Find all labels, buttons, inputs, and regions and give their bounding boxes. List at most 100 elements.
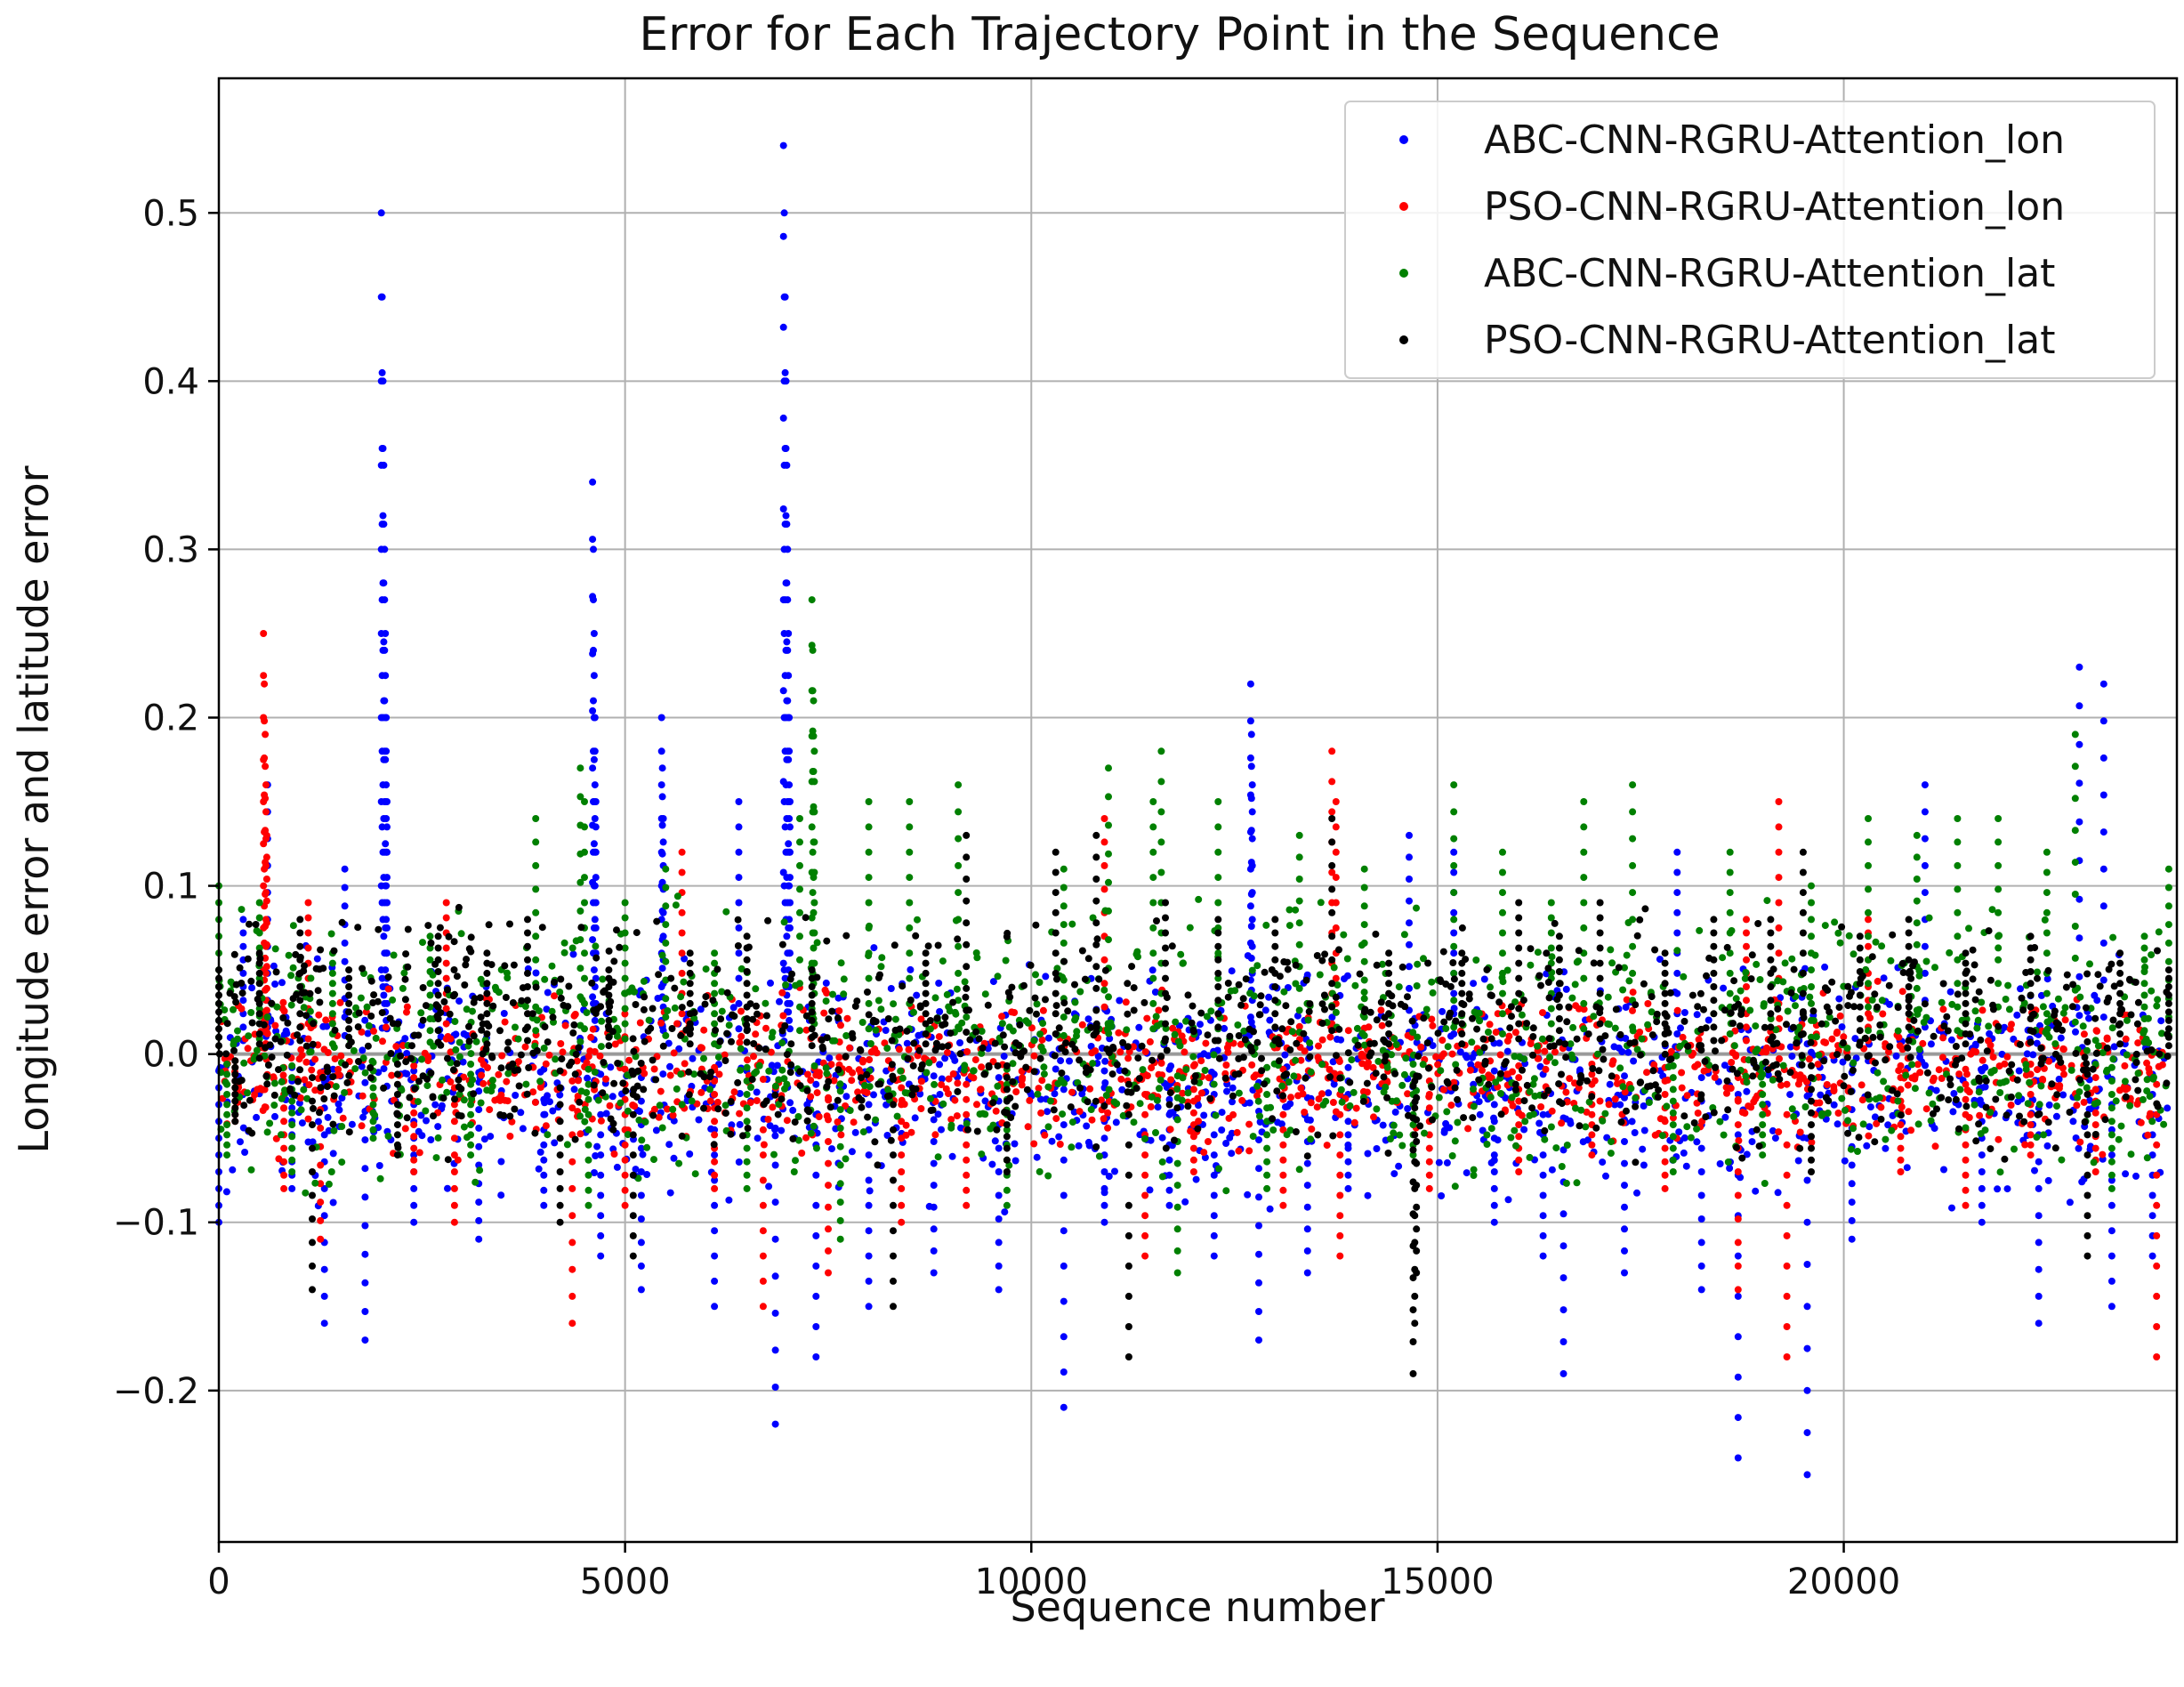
scatter-point — [584, 1110, 592, 1118]
scatter-point — [1913, 831, 1921, 839]
scatter-point — [1743, 997, 1750, 1005]
scatter-point — [1450, 989, 1458, 997]
scatter-point — [1308, 1125, 1316, 1133]
scatter-point — [995, 1286, 1003, 1294]
scatter-point — [786, 848, 794, 856]
scatter-point — [1950, 1090, 1958, 1097]
scatter-point — [759, 1201, 767, 1209]
scatter-point — [1439, 1050, 1447, 1058]
scatter-point — [2107, 1158, 2115, 1166]
scatter-point — [625, 1056, 633, 1064]
scatter-point — [1060, 1013, 1068, 1021]
scatter-point — [1450, 942, 1458, 950]
scatter-point — [1792, 1002, 1799, 1010]
scatter-point — [949, 1070, 957, 1078]
scatter-point — [658, 793, 666, 801]
scatter-point — [2143, 1154, 2151, 1162]
scatter-point — [2137, 1118, 2145, 1126]
scatter-point — [989, 1058, 997, 1066]
scatter-point — [271, 981, 279, 988]
scatter-point — [639, 1150, 647, 1158]
scatter-point — [1210, 1231, 1218, 1239]
scatter-point — [383, 781, 391, 789]
scatter-point — [2052, 1112, 2060, 1120]
scatter-point — [1195, 1102, 1202, 1110]
scatter-point — [1246, 902, 1254, 910]
scatter-point — [304, 914, 312, 922]
scatter-point — [1847, 1145, 1855, 1153]
scatter-point — [1141, 1091, 1149, 1098]
scatter-point — [2029, 1051, 2037, 1059]
scatter-point — [930, 1182, 938, 1190]
scatter-point — [783, 579, 791, 587]
scatter-point — [2144, 1131, 2152, 1139]
scatter-point — [1330, 964, 1338, 972]
scatter-point — [1759, 1070, 1767, 1078]
scatter-point — [771, 1346, 779, 1354]
scatter-point — [1479, 1126, 1487, 1134]
scatter-point — [1146, 1037, 1154, 1045]
scatter-point — [1263, 1171, 1271, 1179]
scatter-point — [670, 1117, 678, 1125]
scatter-point — [1734, 1121, 1742, 1129]
scatter-point — [2044, 1176, 2052, 1184]
scatter-point — [785, 672, 793, 680]
scatter-point — [1346, 1102, 1354, 1110]
scatter-point — [792, 1157, 799, 1165]
scatter-point — [1157, 778, 1165, 786]
scatter-point — [410, 1201, 418, 1209]
scatter-point — [877, 963, 885, 971]
scatter-point — [1995, 815, 2003, 822]
scatter-point — [2075, 818, 2083, 826]
scatter-point — [223, 1131, 231, 1139]
scatter-point — [480, 1079, 488, 1087]
scatter-point — [2035, 1292, 2043, 1300]
scatter-point — [497, 1191, 505, 1199]
scatter-point — [590, 545, 597, 553]
scatter-point — [1621, 1182, 1628, 1190]
scatter-point — [339, 1114, 347, 1122]
scatter-point — [1604, 993, 1612, 1001]
scatter-point — [591, 714, 599, 722]
scatter-point — [1743, 929, 1750, 937]
scatter-point — [1898, 1103, 1906, 1111]
scatter-point — [1777, 994, 1785, 1002]
scatter-point — [995, 1191, 1003, 1199]
scatter-point — [568, 1320, 576, 1328]
scatter-point — [1269, 1126, 1277, 1134]
scatter-point — [688, 1097, 696, 1105]
scatter-point — [1786, 1091, 1794, 1099]
scatter-point — [977, 1086, 985, 1094]
scatter-point — [784, 697, 792, 705]
scatter-point — [1247, 730, 1255, 739]
scatter-point — [2037, 991, 2045, 999]
scatter-point — [338, 1123, 346, 1130]
scatter-point — [1526, 1153, 1534, 1161]
scatter-point — [590, 646, 597, 654]
scatter-point — [1285, 1078, 1293, 1086]
scatter-point — [706, 1086, 713, 1094]
scatter-point — [1630, 1057, 1638, 1065]
scatter-point — [1629, 781, 1637, 789]
scatter-point — [1828, 1035, 1836, 1043]
scatter-point — [752, 1030, 760, 1038]
scatter-point — [1640, 1102, 1648, 1110]
scatter-point — [1490, 1184, 1498, 1192]
scatter-point — [300, 1004, 308, 1012]
scatter-point — [329, 1150, 337, 1158]
scatter-point — [1865, 1132, 1873, 1140]
scatter-point — [1998, 1050, 2006, 1058]
scatter-point — [845, 1065, 853, 1073]
scatter-point — [1743, 1150, 1751, 1158]
scatter-point — [399, 984, 407, 992]
scatter-point — [1697, 1239, 1705, 1247]
scatter-point — [637, 1286, 645, 1294]
scatter-point — [2099, 865, 2107, 873]
scatter-point — [1044, 1108, 1052, 1116]
scatter-point — [1235, 1089, 1243, 1097]
scatter-point — [2094, 1042, 2102, 1050]
scatter-point — [1783, 1262, 1791, 1270]
scatter-point — [1865, 1010, 1872, 1018]
scatter-point — [426, 991, 434, 999]
